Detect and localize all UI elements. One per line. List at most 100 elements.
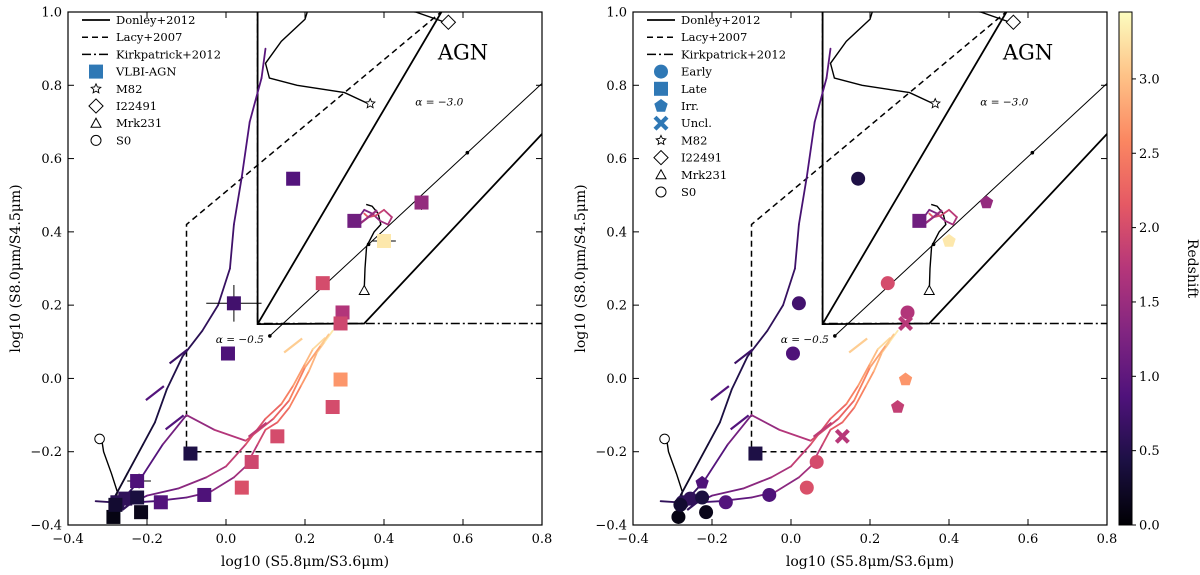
redshift-track-qso [707, 421, 721, 446]
i22491-track [409, 12, 448, 24]
redshift-track-agn [703, 443, 729, 482]
m82-track [264, 12, 369, 105]
colorbar-tick-label: 3.0 [1139, 72, 1160, 87]
y-tick-label: 0.0 [606, 372, 627, 387]
legend-handle-square-square [89, 64, 103, 79]
data-point-square [183, 446, 198, 461]
s0-circle-marker [94, 433, 105, 445]
data-point-square [244, 454, 259, 469]
legend-handle-triangle [655, 168, 667, 180]
y-tick-label: 0.0 [41, 372, 62, 387]
data-point-square [414, 195, 429, 210]
agn-region-label: AGN [1002, 41, 1053, 65]
redshift-track-sb [853, 384, 867, 409]
redshift-track-qso [201, 304, 220, 332]
redshift-track-qso [798, 175, 808, 226]
y-tick-label: 0.8 [606, 79, 627, 94]
data-point-square [130, 490, 145, 505]
s0-track [100, 438, 119, 502]
redshift-track-qso [165, 355, 184, 391]
redshift-track-qso [679, 472, 694, 497]
data-point-circle [785, 346, 800, 361]
power-law-dot [268, 334, 272, 338]
data-point-circle [791, 296, 806, 311]
alpha-label-low: α = −0.5 [216, 334, 264, 346]
legend-handle-open-circle [90, 134, 102, 146]
legend-label: Irr. [681, 99, 699, 113]
legend-label: M82 [681, 133, 707, 147]
redshift-track-agn [319, 333, 330, 347]
legend-handle-triangle [90, 117, 102, 128]
redshift-track-agn [837, 399, 856, 420]
redshift-track-qso [825, 47, 832, 79]
i22491-diamond-marker [1005, 14, 1022, 31]
redshift-track-qso [229, 223, 235, 270]
legend-label: Kirkpatrick+2012 [116, 47, 221, 61]
redshift-track-sb2 [711, 487, 745, 497]
s0-track [665, 438, 684, 502]
data-point-square [130, 474, 145, 489]
power-law-line [269, 82, 542, 337]
redshift-track-qso [260, 47, 267, 79]
redshift-track-sb2 [264, 403, 283, 420]
x-tick-label: −0.2 [696, 532, 728, 547]
x-tick-label: 0.0 [781, 532, 802, 547]
redshift-track-qso [114, 472, 129, 497]
redshift-track-agn [778, 428, 812, 442]
track-marker [283, 337, 303, 354]
redshift-track-sb2 [311, 337, 326, 351]
data-point-square [220, 346, 235, 361]
redshift-track-agn [185, 414, 216, 431]
x-tick-label: 0.2 [860, 532, 881, 547]
data-point-cross [834, 428, 850, 444]
legend-label: Uncl. [681, 116, 712, 130]
y-tick-label: −0.2 [30, 445, 62, 460]
track-marker [729, 414, 750, 431]
redshift-track-loop [375, 208, 385, 217]
redshift-track-loop [387, 216, 393, 226]
legend-handle-star [90, 82, 102, 94]
redshift-track-qso [217, 267, 231, 307]
redshift-track-agn [853, 366, 871, 402]
y-axis-label: log10 (S8.0μm/S4.5μm) [8, 184, 24, 352]
redshift-track-sb [300, 370, 310, 387]
data-point-pentagon [891, 400, 905, 413]
colorbar-tick-label: 1.5 [1139, 295, 1160, 310]
y-tick-label: 0.4 [606, 225, 627, 240]
legend-label: M82 [116, 82, 142, 96]
data-point-circle [673, 497, 688, 512]
x-tick-label: 0.4 [374, 532, 395, 547]
legend-handle-star [655, 134, 667, 146]
data-point-square [134, 505, 149, 520]
y-tick-label: −0.4 [30, 519, 62, 534]
data-point-circle [718, 495, 733, 510]
power-law-dot [833, 334, 837, 338]
redshift-track-qso [232, 175, 243, 226]
redshift-track-loop [936, 212, 946, 222]
data-point-square [335, 305, 350, 320]
redshift-track-loop [952, 216, 958, 226]
redshift-track-sb2 [292, 362, 306, 387]
redshift-track-sb [264, 421, 279, 431]
y-tick-label: −0.4 [595, 519, 627, 534]
redshift-track-sb2 [857, 362, 871, 387]
track-marker [812, 421, 833, 438]
data-point-square [226, 296, 241, 311]
redshift-track-qso [153, 388, 168, 424]
data-point-circle [851, 171, 866, 186]
redshift-track-sb2 [225, 443, 247, 468]
data-point-circle [671, 509, 686, 524]
legend-label: S0 [116, 133, 131, 147]
data-point-circle [762, 487, 777, 502]
legend-label: Donley+2012 [681, 13, 760, 27]
redshift-track-sb2 [829, 403, 848, 420]
redshift-track-sb2 [205, 465, 227, 479]
redshift-track-agn [288, 366, 306, 402]
redshift-track-sb [323, 329, 334, 343]
legend-label: Mrk231 [681, 168, 727, 182]
redshift-track-qso [691, 443, 709, 475]
right-panel: AGN α = −3.0 α = −0.5 −0.4 −0.2 0.0 0.2 0.4 0.6 0… [573, 6, 1117, 571]
donley-wedge-upper [821, 12, 1008, 325]
redshift-track-qso [181, 329, 204, 358]
